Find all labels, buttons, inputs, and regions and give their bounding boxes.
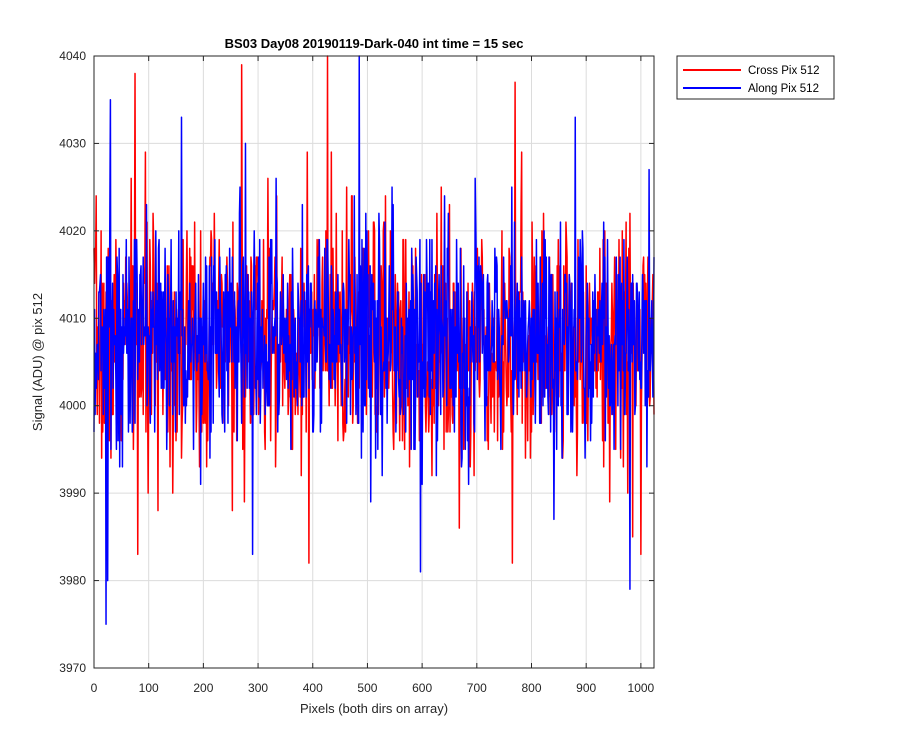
x-tick-label: 0 <box>91 681 98 695</box>
x-tick-label: 600 <box>412 681 432 695</box>
x-tick-label: 500 <box>357 681 377 695</box>
y-tick-label: 4020 <box>59 224 86 238</box>
chart-title: BS03 Day08 20190119-Dark-040 int time = … <box>225 36 524 51</box>
x-tick-label: 800 <box>521 681 541 695</box>
y-tick-label: 3980 <box>59 574 86 588</box>
tick-marks <box>93 55 654 669</box>
series-layer <box>93 55 655 626</box>
y-tick-label: 3970 <box>59 661 86 675</box>
x-tick-label: 400 <box>303 681 323 695</box>
y-tick-label: 4040 <box>59 49 86 63</box>
x-tick-label: 200 <box>193 681 213 695</box>
y-axis-label: Signal (ADU) @ pix 512 <box>30 293 45 431</box>
axes-box <box>93 55 655 669</box>
y-tick-label: 4000 <box>59 399 86 413</box>
series-line-along-pix-512 <box>93 55 655 626</box>
x-tick-label: 300 <box>248 681 268 695</box>
tick-labels: 0 100 200 300 400 500 600 700 800 900 1000 3970 3980… <box>59 49 654 695</box>
legend: Cross Pix 512 Along Pix 512 <box>676 55 835 100</box>
legend-label-cross-pix-512: Cross Pix 512 <box>748 65 820 77</box>
x-tick-label: 100 <box>139 681 159 695</box>
y-tick-label: 4030 <box>59 136 86 150</box>
legend-label-along-pix-512: Along Pix 512 <box>748 83 819 95</box>
x-axis-label: Pixels (both dirs on array) <box>300 701 448 716</box>
y-tick-label: 3990 <box>59 486 86 500</box>
y-tick-label: 4010 <box>59 311 86 325</box>
x-tick-label: 700 <box>467 681 487 695</box>
plot-area: 0 100 200 300 400 500 600 700 800 900 1000 3970 3980… <box>59 49 655 695</box>
legend-box <box>676 55 835 100</box>
x-tick-label: 900 <box>576 681 596 695</box>
x-tick-label: 1000 <box>628 681 655 695</box>
